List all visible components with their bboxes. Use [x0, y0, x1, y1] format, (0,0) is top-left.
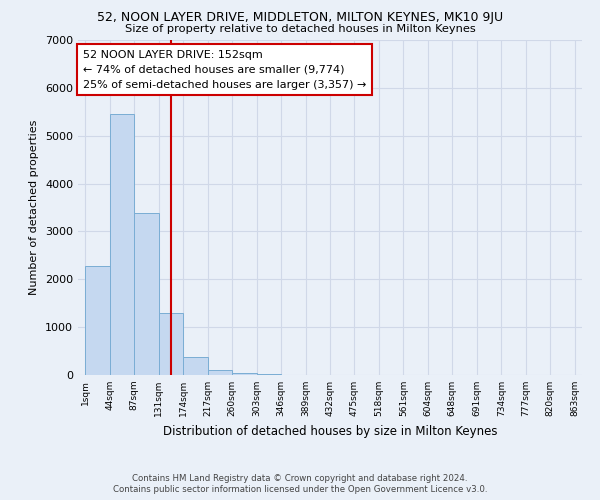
Text: Size of property relative to detached houses in Milton Keynes: Size of property relative to detached ho…	[125, 24, 475, 34]
Y-axis label: Number of detached properties: Number of detached properties	[29, 120, 40, 295]
Bar	[159, 314, 183, 375]
Bar	[110, 114, 134, 375]
Bar	[134, 213, 159, 375]
Text: Contains HM Land Registry data © Crown copyright and database right 2024.
Contai: Contains HM Land Registry data © Crown c…	[113, 474, 487, 494]
Bar	[232, 372, 257, 375]
Text: 52, NOON LAYER DRIVE, MIDDLETON, MILTON KEYNES, MK10 9JU: 52, NOON LAYER DRIVE, MIDDLETON, MILTON …	[97, 11, 503, 24]
Text: 52 NOON LAYER DRIVE: 152sqm
← 74% of detached houses are smaller (9,774)
25% of : 52 NOON LAYER DRIVE: 152sqm ← 74% of det…	[83, 50, 367, 90]
Bar	[257, 374, 281, 375]
Bar	[208, 370, 232, 375]
Bar	[183, 357, 208, 375]
Bar	[85, 266, 110, 375]
X-axis label: Distribution of detached houses by size in Milton Keynes: Distribution of detached houses by size …	[163, 424, 497, 438]
